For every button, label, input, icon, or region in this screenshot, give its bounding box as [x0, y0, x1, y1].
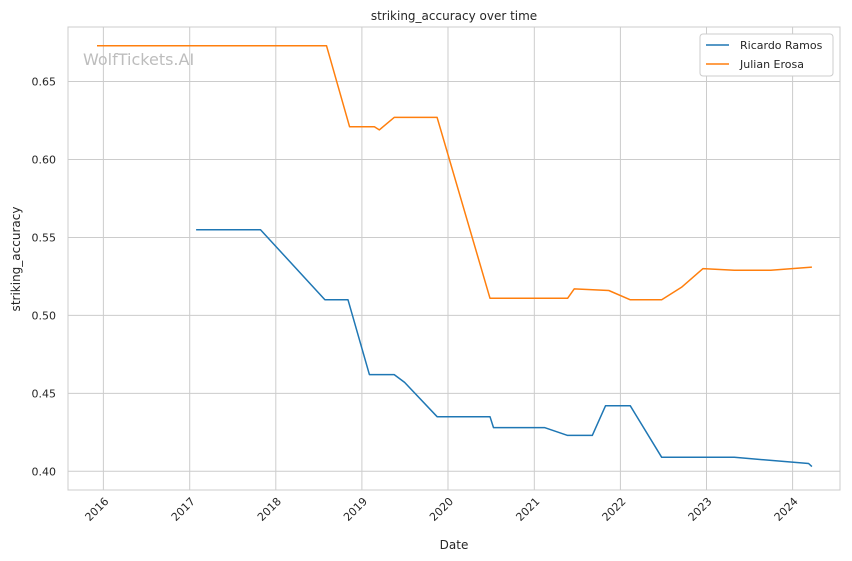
y-tick-label: 0.60: [32, 154, 57, 167]
chart-title: striking_accuracy over time: [371, 9, 537, 23]
y-axis-ticks: 0.40 0.45 0.50 0.55 0.60 0.65: [32, 76, 57, 479]
y-tick-label: 0.40: [32, 465, 57, 478]
y-tick-label: 0.50: [32, 309, 57, 322]
series-line-ricardo-ramos: [196, 228, 813, 468]
y-tick-label: 0.65: [32, 76, 57, 89]
legend: Ricardo Ramos Julian Erosa: [699, 33, 834, 77]
y-tick-label: 0.45: [32, 387, 57, 400]
series-lines: [97, 44, 813, 468]
watermark-text: WolfTickets.AI: [83, 50, 194, 69]
y-axis-title: striking_accuracy: [9, 207, 23, 312]
plot-area-frame: [67, 26, 841, 491]
x-axis-title: Date: [440, 538, 469, 552]
y-tick-label: 0.55: [32, 231, 57, 244]
legend-box: [699, 33, 834, 77]
series-line-julian-erosa: [97, 44, 812, 301]
legend-label-julian-erosa: Julian Erosa: [739, 58, 804, 71]
legend-label-ricardo-ramos: Ricardo Ramos: [740, 39, 823, 52]
grid: [68, 27, 840, 490]
